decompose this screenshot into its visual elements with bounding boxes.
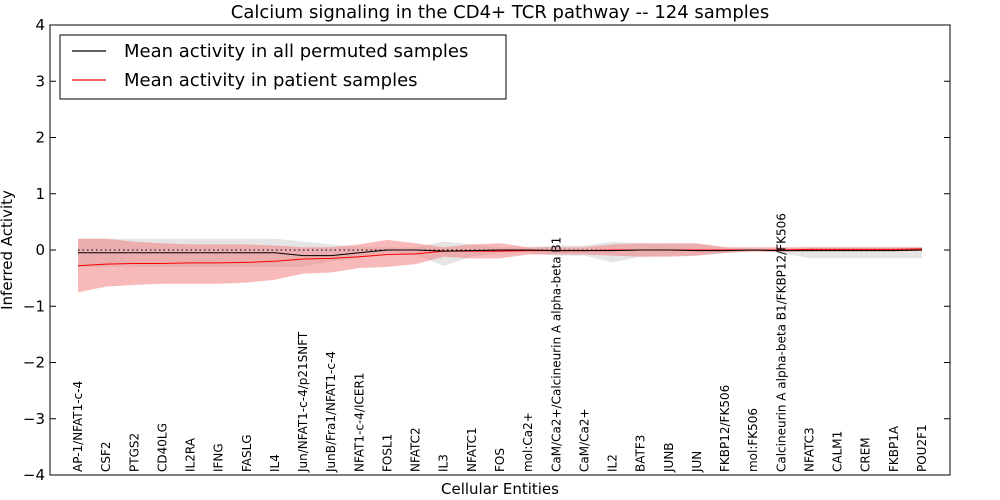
chart-title: Calcium signaling in the CD4+ TCR pathwa… bbox=[231, 2, 769, 23]
x-tick-label: mol:Ca2+ bbox=[521, 412, 535, 472]
x-tick-label: FKBP1A bbox=[887, 425, 901, 472]
legend: Mean activity in all permuted samples Me… bbox=[59, 34, 507, 100]
y-tick-label: 4 bbox=[35, 16, 45, 34]
legend-box bbox=[59, 34, 507, 100]
x-tick-label: PTGS2 bbox=[127, 433, 141, 472]
legend-label-patient: Mean activity in patient samples bbox=[124, 70, 418, 91]
x-tick-label: AP-1/NFAT1-c-4 bbox=[71, 381, 85, 472]
x-tick-label: JunB/Fra1/NFAT1-c-4 bbox=[324, 351, 338, 473]
patient-range-band bbox=[78, 238, 922, 293]
x-tick-label: IL4 bbox=[268, 454, 282, 472]
y-tick-label: −4 bbox=[23, 466, 45, 484]
x-tick-label: NFATC3 bbox=[802, 427, 816, 472]
y-tick-label: −1 bbox=[23, 297, 45, 315]
x-tick-label: Calcineurin A alpha-beta B1/FKBP12/FK506 bbox=[774, 213, 788, 472]
y-tick-label: 1 bbox=[35, 185, 45, 203]
legend-label-permuted: Mean activity in all permuted samples bbox=[124, 41, 468, 62]
x-tick-label: NFATC1 bbox=[465, 427, 479, 472]
y-tick-label: −3 bbox=[23, 410, 45, 428]
x-axis-label: Cellular Entities bbox=[441, 480, 559, 498]
permuted-mean-line bbox=[78, 249, 923, 257]
x-tick-label: IFNG bbox=[212, 443, 226, 472]
x-tick-label: NFATC2 bbox=[409, 427, 423, 472]
x-tick-label: CREM bbox=[859, 437, 873, 472]
x-tick-label: FOSL1 bbox=[380, 434, 394, 472]
x-tick-label: FOS bbox=[493, 448, 507, 472]
x-tick-label: POU2F1 bbox=[915, 424, 929, 472]
x-tick-label: IL3 bbox=[437, 454, 451, 472]
x-tick-label: FKBP12/FK506 bbox=[718, 385, 732, 472]
x-tick-label: JUNB bbox=[662, 442, 676, 473]
x-tick-label: NFAT1-c-4/ICER1 bbox=[352, 373, 366, 472]
x-tick-label: CSF2 bbox=[99, 441, 113, 472]
y-tick-label: 3 bbox=[35, 72, 45, 90]
y-tick-label: 0 bbox=[35, 241, 45, 259]
x-tick-labels: AP-1/NFAT1-c-4 CSF2 PTGS2 CD40LG IL2RA IFNG FA… bbox=[71, 213, 929, 473]
x-tick-label: JUN bbox=[690, 451, 704, 473]
x-tick-label: mol:FK506 bbox=[746, 408, 760, 472]
x-tick-label: CaM/Ca2+/Calcineurin A alpha-beta B1 bbox=[549, 237, 563, 472]
patient-mean-line bbox=[77, 248, 923, 267]
x-tick-label: BATF3 bbox=[634, 435, 648, 472]
plot-area bbox=[77, 238, 923, 293]
y-axis-label: Inferred Activity bbox=[0, 190, 16, 310]
x-tick-label: Jun/NFAT1-c-4/p21SNFT bbox=[296, 331, 310, 473]
x-tick-label: FASLG bbox=[240, 434, 254, 472]
x-tick-label: IL2RA bbox=[184, 437, 198, 472]
x-tick-label: CALM1 bbox=[831, 431, 845, 472]
y-axis-ticks: −4 −3 −2 −1 0 1 2 3 4 bbox=[23, 16, 950, 484]
x-tick-label: CD40LG bbox=[155, 423, 169, 472]
y-tick-label: 2 bbox=[35, 129, 45, 147]
x-tick-label: IL2 bbox=[606, 454, 620, 472]
x-tick-label: CaM/Ca2+ bbox=[577, 408, 591, 472]
y-tick-label: −2 bbox=[23, 354, 45, 372]
